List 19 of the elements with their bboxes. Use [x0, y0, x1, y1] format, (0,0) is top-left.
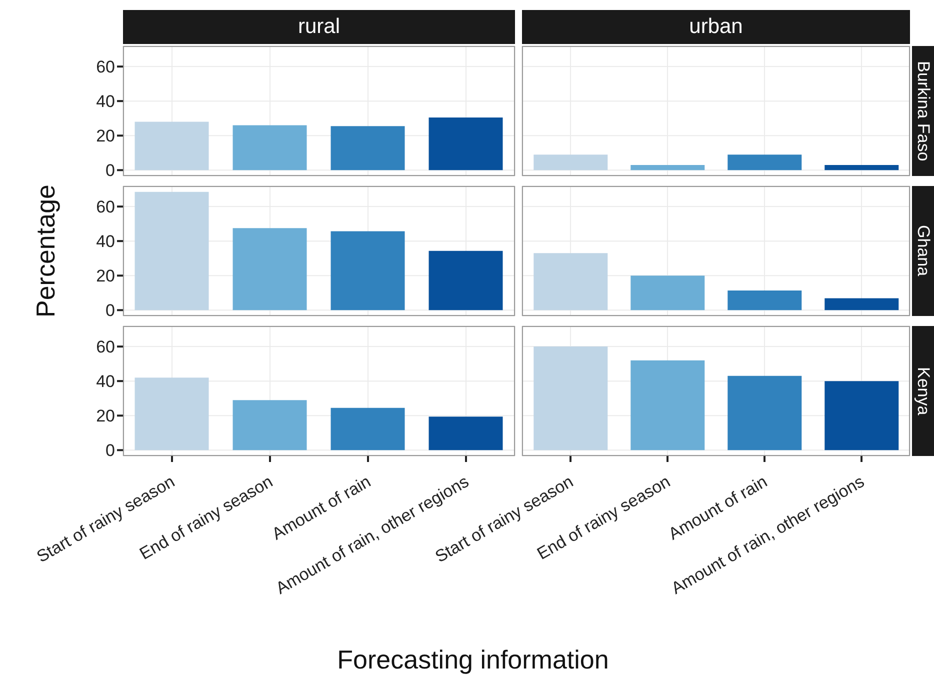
y-tick-label: 20 — [96, 126, 115, 146]
y2-axis-title: Kenya — [913, 366, 933, 416]
text: rural — [298, 15, 340, 39]
y-tick-label: 20 — [96, 406, 115, 426]
y2-axis-title: Burkina Faso — [913, 60, 933, 162]
y2-axis-title: Ghana — [913, 225, 933, 277]
y-tick-label: 60 — [96, 58, 115, 77]
y-axis-title: Percentage — [30, 184, 60, 318]
x-axis-title: Forecasting information — [337, 644, 609, 674]
y-tick-label: 40 — [96, 372, 115, 392]
y-tick-label: 20 — [96, 266, 115, 286]
y-tick-label: 60 — [96, 338, 115, 357]
y-tick-label: 0 — [106, 161, 115, 180]
y-tick-label: 40 — [96, 92, 115, 112]
y-tick-label: 40 — [96, 232, 115, 252]
y-tick-label: 60 — [96, 198, 115, 217]
y-tick-label: 0 — [106, 301, 115, 320]
text: urban — [689, 15, 743, 39]
y-tick-label: 0 — [106, 441, 115, 460]
